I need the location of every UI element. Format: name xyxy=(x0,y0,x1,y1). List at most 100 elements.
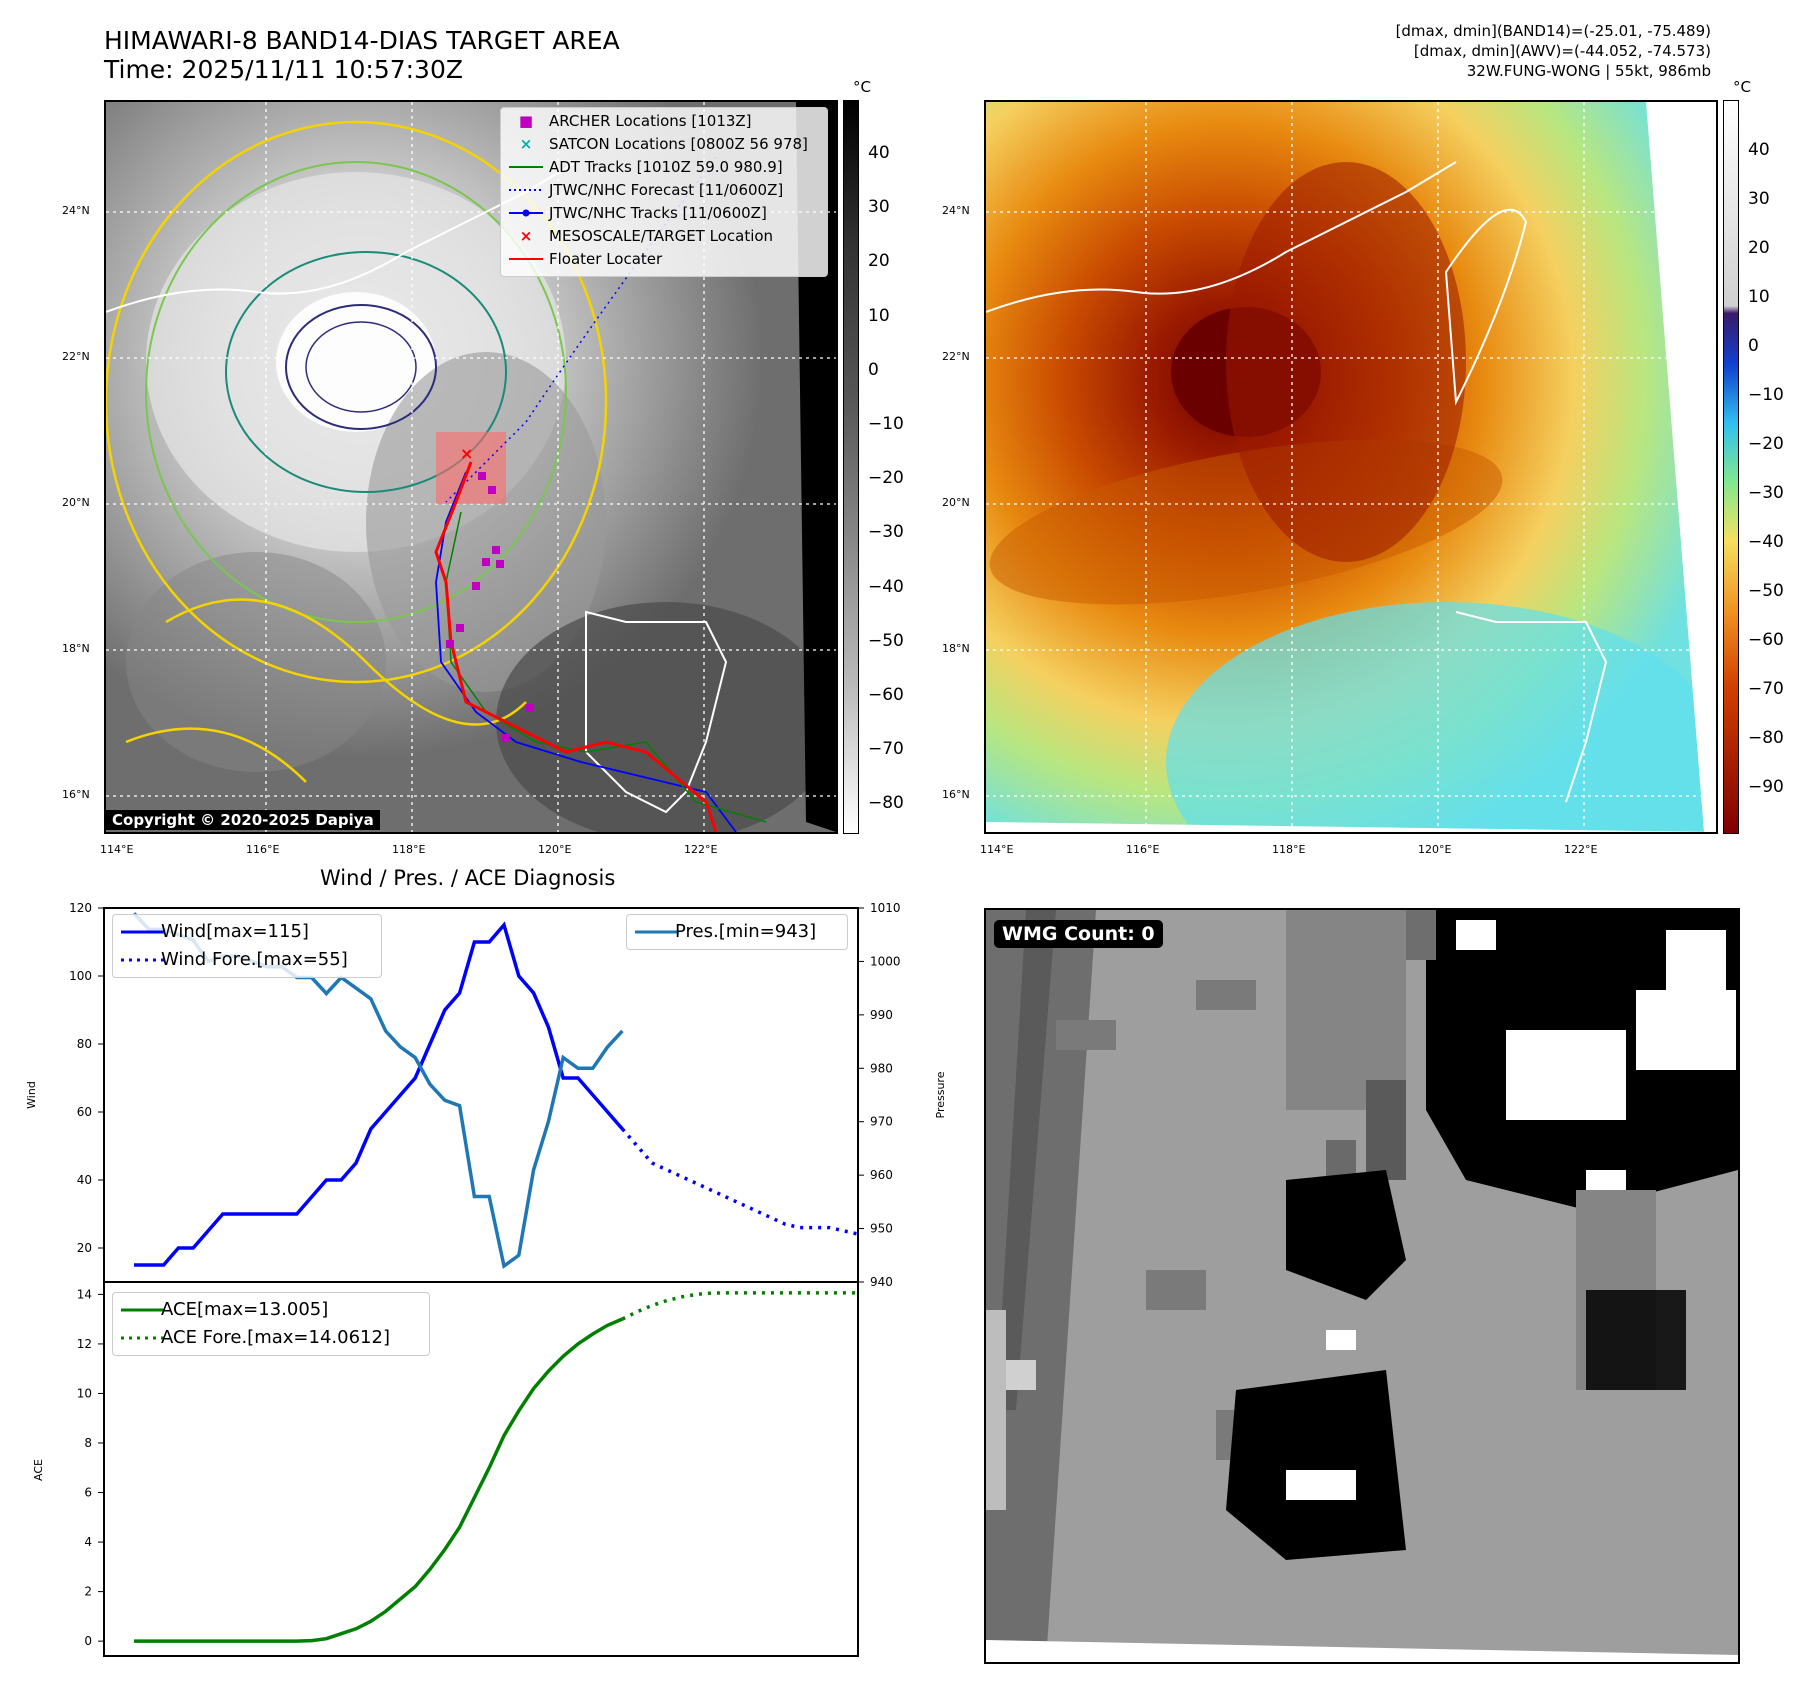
y-tick-label: 80 xyxy=(77,1037,92,1051)
legend-label: MESOSCALE/TARGET Location xyxy=(549,227,774,245)
floater-line-icon xyxy=(509,250,543,268)
pressure-axis-label: Pressure xyxy=(934,1071,947,1118)
diagnosis-chart: Wind Pressure ACE 1201008060402010101000… xyxy=(25,901,947,1657)
adt-line-icon xyxy=(509,158,543,176)
legend-pressure: Pres.[min=943] xyxy=(635,921,816,942)
color-colorbar xyxy=(1723,100,1739,834)
y-tick-label: 10 xyxy=(77,1386,92,1400)
colorbar-tick-label: −50 xyxy=(1748,581,1784,601)
colorbar-tick-label: −80 xyxy=(1748,728,1784,748)
y-tick-label: 0 xyxy=(84,1634,92,1648)
legend-label: Floater Locater xyxy=(549,250,663,268)
ace-forecast-line-icon xyxy=(121,1327,165,1348)
legend-label: Wind[max=115] xyxy=(161,921,309,942)
series-line xyxy=(134,1317,624,1643)
gray-colorbar-unit: °C xyxy=(853,78,871,96)
legend-forecast: JTWC/NHC Forecast [11/0600Z] xyxy=(509,181,783,199)
y-tick-label: 100 xyxy=(69,969,92,983)
y-tick-right-label: 950 xyxy=(870,1222,893,1236)
colorbar-tick-label: 30 xyxy=(1748,189,1770,209)
gray-colorbar xyxy=(843,100,859,834)
lat-label: 24°N xyxy=(942,204,970,217)
info-storm: 32W.FUNG-WONG | 55kt, 986mb xyxy=(1466,62,1711,80)
legend-satcon: × SATCON Locations [0800Z 56 978] xyxy=(509,135,808,153)
y-tick-right-label: 940 xyxy=(870,1275,893,1289)
lat-label: 16°N xyxy=(942,788,970,801)
lat-label: 20°N xyxy=(62,496,90,509)
colorbar-tick-label: −50 xyxy=(868,630,904,651)
legend-label: Wind Fore.[max=55] xyxy=(161,949,348,970)
diagnosis-title: Wind / Pres. / ACE Diagnosis xyxy=(320,866,616,890)
legend-jtwc-tracks: JTWC/NHC Tracks [11/0600Z] xyxy=(509,204,767,222)
y-tick-right-label: 970 xyxy=(870,1115,893,1129)
y-tick-right-label: 1000 xyxy=(870,954,901,968)
legend-wind-forecast: Wind Fore.[max=55] xyxy=(121,949,348,970)
colorbar-tick-label: 30 xyxy=(868,197,890,218)
lat-label: 22°N xyxy=(62,350,90,363)
figure-time: Time: 2025/11/11 10:57:30Z xyxy=(104,55,463,84)
lon-label: 122°E xyxy=(684,843,718,856)
legend-floater: Floater Locater xyxy=(509,250,662,268)
lat-label: 16°N xyxy=(62,788,90,801)
lon-label: 120°E xyxy=(538,843,572,856)
lon-label: 118°E xyxy=(1272,843,1306,856)
wmg-panel xyxy=(984,908,1740,1664)
colorbar-tick-label: 40 xyxy=(868,143,890,163)
info-band14: [dmax, dmin](BAND14)=(-25.01, -75.489) xyxy=(1395,22,1711,40)
forecast-line-icon xyxy=(509,181,543,199)
colorbar-tick-label: 40 xyxy=(1748,140,1770,160)
color-colorbar-unit: °C xyxy=(1733,78,1751,96)
ace-plot-frame xyxy=(103,1281,859,1657)
svg-text:×: × xyxy=(460,444,473,463)
series-line xyxy=(134,921,624,1267)
colorbar-tick-label: −40 xyxy=(1748,532,1784,552)
colorbar-tick-label: −10 xyxy=(1748,385,1784,405)
y-tick-label: 14 xyxy=(77,1287,92,1301)
lon-label: 118°E xyxy=(392,843,426,856)
awv-map xyxy=(986,102,1716,832)
lon-label: 116°E xyxy=(1126,843,1160,856)
y-tick-label: 40 xyxy=(77,1173,92,1187)
colorbar-tick-label: −20 xyxy=(868,468,904,489)
lat-label: 18°N xyxy=(62,642,90,655)
pressure-legend: Pres.[min=943] xyxy=(626,914,848,950)
track-line-icon xyxy=(509,204,543,222)
map-legend: ■ ARCHER Locations [1013Z] × SATCON Locati… xyxy=(500,107,828,277)
lat-label: 18°N xyxy=(942,642,970,655)
ir-map: × xyxy=(106,102,836,832)
colorbar-tick-label: 0 xyxy=(1748,336,1759,356)
legend-label: ACE[max=13.005] xyxy=(161,1299,329,1320)
colorbar-tick-label: −60 xyxy=(868,685,904,705)
legend-label: ARCHER Locations [1013Z] xyxy=(549,112,752,130)
colorbar-tick-label: −90 xyxy=(1748,777,1784,797)
colorbar-tick-label: 20 xyxy=(868,251,890,272)
ace-axis-label: ACE xyxy=(32,1459,45,1481)
y-tick-label: 2 xyxy=(84,1585,92,1599)
satcon-marker-icon: × xyxy=(519,135,533,153)
lon-label: 116°E xyxy=(246,843,280,856)
y-tick-label: 20 xyxy=(77,1241,92,1255)
y-tick-label: 60 xyxy=(77,1105,92,1119)
ace-legend: ACE[max=13.005] ACE Fore.[max=14.0612] xyxy=(112,1292,430,1356)
legend-label: ADT Tracks [1010Z 59.0 980.9] xyxy=(549,158,783,176)
legend-label: JTWC/NHC Tracks [11/0600Z] xyxy=(549,204,767,222)
legend-wind: Wind[max=115] xyxy=(121,921,309,942)
y-tick-label: 120 xyxy=(69,901,92,915)
wmg-count-badge: WMG Count: 0 xyxy=(994,920,1163,948)
lat-label: 22°N xyxy=(942,350,970,363)
colorbar-tick-label: 10 xyxy=(868,305,890,326)
figure-title: HIMAWARI-8 BAND14-DIAS TARGET AREA xyxy=(104,26,620,55)
y-tick-label: 12 xyxy=(77,1337,92,1351)
legend-adt: ADT Tracks [1010Z 59.0 980.9] xyxy=(509,158,783,176)
colorbar-tick-label: 20 xyxy=(1748,238,1770,258)
colorbar-tick-label: −30 xyxy=(868,522,904,543)
y-tick-label: 8 xyxy=(84,1436,92,1450)
colorbar-tick-label: 10 xyxy=(1748,287,1770,307)
legend-ace-forecast: ACE Fore.[max=14.0612] xyxy=(121,1327,390,1348)
wind-line-icon xyxy=(121,921,165,942)
copyright-label: Copyright © 2020-2025 Dapiya xyxy=(106,810,380,830)
legend-target: × MESOSCALE/TARGET Location xyxy=(509,227,773,245)
series-line xyxy=(621,1291,860,1321)
colorbar-tick-label: −40 xyxy=(868,576,904,597)
lat-label: 20°N xyxy=(942,496,970,509)
